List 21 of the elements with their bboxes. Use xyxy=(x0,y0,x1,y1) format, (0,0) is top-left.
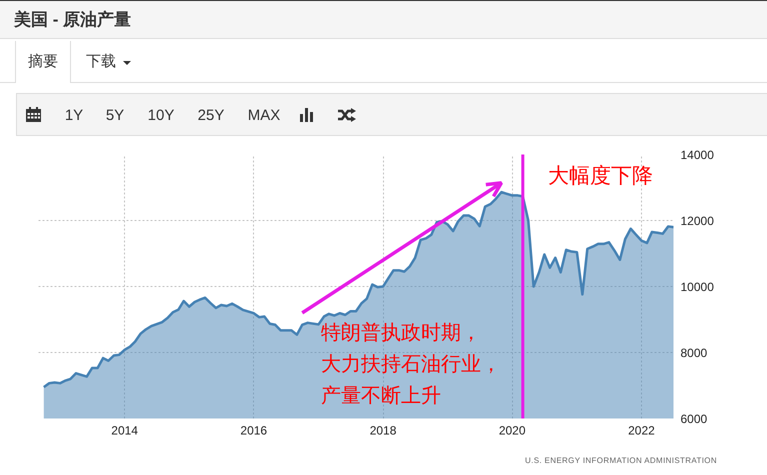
text: U.S. ENERGY INFORMATION ADMINISTRATION xyxy=(525,455,717,467)
x-tick-label: 2018 xyxy=(370,424,397,438)
text: 25Y xyxy=(196,106,226,126)
chart-title: 美国 - 原油产量 xyxy=(14,9,132,31)
annotation: 特朗普执政时期，大力扶持石油行业，产量不断上升 xyxy=(321,320,502,407)
y-tick-label: 12000 xyxy=(680,214,714,228)
text: 5Y xyxy=(104,106,126,126)
x-tick-label: 2014 xyxy=(111,424,138,438)
y-tick-label: 6000 xyxy=(680,412,708,426)
y-tick-label: 14000 xyxy=(680,148,714,162)
x-tick-label: 2022 xyxy=(628,424,656,438)
y-tick-label: 10000 xyxy=(680,280,714,294)
text: 10Y xyxy=(146,106,176,126)
text: 下载 xyxy=(86,52,116,72)
ref-line-label: 大幅度下降 xyxy=(548,164,653,188)
text: 1Y xyxy=(64,106,84,126)
text: MAX xyxy=(246,106,282,126)
x-tick-label: 2020 xyxy=(498,424,526,438)
y-tick-label: 8000 xyxy=(680,346,708,360)
x-tick-label: 2016 xyxy=(240,424,268,438)
text: 摘要 xyxy=(15,41,71,83)
